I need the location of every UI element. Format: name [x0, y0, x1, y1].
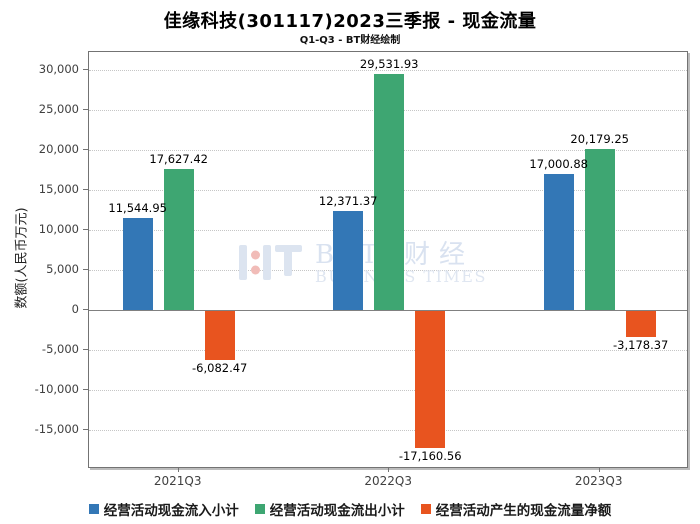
- gridline: [89, 350, 687, 352]
- y-tick-label: 20,000: [38, 142, 79, 157]
- legend-label-net: 经营活动产生的现金流量净额: [435, 503, 612, 519]
- legend-marker-inflow-icon: [88, 504, 99, 514]
- y-tick-mark: [83, 309, 88, 311]
- legend-marker-net-icon: [420, 504, 431, 514]
- y-tick-label: -5,000: [41, 342, 79, 357]
- bar-value-label-2021Q3-net: -6,082.47: [192, 360, 248, 375]
- y-tick-label: 5,000: [46, 262, 79, 277]
- bar-value-label-2023Q3-outflow: 20,179.25: [570, 131, 629, 146]
- y-tick-label: 25,000: [38, 102, 79, 117]
- y-tick-label: -15,000: [34, 422, 79, 437]
- y-tick-label: 15,000: [38, 182, 79, 197]
- plot-area: B T 财经 BUSINESS TIMES 11,544.9517,627.42…: [88, 51, 688, 468]
- legend-item-inflow: 经营活动现金流入小计: [88, 499, 239, 519]
- y-tick-mark: [83, 109, 88, 111]
- legend-marker-outflow-icon: [254, 504, 265, 514]
- bar-value-label-2023Q3-inflow: 17,000.88: [529, 157, 588, 172]
- bar-value-label-2021Q3-inflow: 11,544.95: [108, 200, 167, 215]
- y-tick-mark: [83, 69, 88, 71]
- bar-value-label-2021Q3-outflow: 17,627.42: [149, 152, 208, 167]
- legend-item-net: 经营活动产生的现金流量净额: [420, 499, 612, 519]
- y-tick-mark: [83, 229, 88, 231]
- chart-title: 佳缘科技(301117)2023三季报 - 现金流量: [163, 11, 537, 32]
- bar-2021Q3-inflow: [122, 217, 153, 311]
- bar-value-label-2022Q3-outflow: 29,531.93: [359, 57, 419, 72]
- y-tick-mark: [83, 189, 88, 191]
- x-tick-label-2021Q3: 2021Q3: [153, 474, 202, 488]
- y-tick-label: 30,000: [38, 62, 79, 77]
- y-tick-mark: [83, 149, 88, 151]
- gridline: [89, 70, 687, 72]
- y-tick-label: 0: [71, 302, 79, 317]
- bar-value-label-2022Q3-net: -17,160.56: [398, 449, 462, 464]
- x-tick-label-2022Q3: 2022Q3: [364, 474, 412, 488]
- y-tick-label: 10,000: [38, 222, 79, 237]
- legend-label-outflow: 经营活动现金流出小计: [269, 503, 405, 519]
- bar-value-label-2023Q3-net: -3,178.37: [613, 337, 669, 352]
- gridline: [89, 430, 687, 432]
- chart-subtitle: Q1-Q3 - BT财经绘制: [299, 35, 401, 46]
- bt-businesstimes-logo-icon: [239, 242, 303, 288]
- zero-axis-line: [89, 310, 687, 312]
- bar-2022Q3-outflow: [374, 74, 405, 311]
- legend-item-outflow: 经营活动现金流出小计: [254, 499, 405, 519]
- bar-2022Q3-net: [415, 311, 446, 449]
- bar-2021Q3-outflow: [163, 169, 194, 311]
- x-tick-label-2023Q3: 2023Q3: [574, 474, 623, 488]
- y-tick-mark: [83, 429, 88, 431]
- chart-legend: 经营活动现金流入小计 经营活动现金流出小计 经营活动产生的现金流量净额: [0, 499, 700, 519]
- x-tick-mark: [598, 468, 600, 472]
- x-tick-mark: [177, 468, 179, 472]
- y-tick-mark: [83, 349, 88, 351]
- bar-value-label-2022Q3-inflow: 12,371.37: [318, 194, 378, 209]
- x-tick-mark: [388, 468, 390, 472]
- bar-2021Q3-net: [204, 311, 235, 360]
- bar-2023Q3-inflow: [543, 174, 574, 311]
- legend-label-inflow: 经营活动现金流入小计: [103, 503, 239, 519]
- bar-2022Q3-inflow: [333, 211, 364, 311]
- y-tick-label: -10,000: [34, 382, 79, 397]
- y-tick-mark: [83, 389, 88, 391]
- gridline: [89, 390, 687, 392]
- bar-2023Q3-net: [625, 311, 656, 337]
- bar-2023Q3-outflow: [584, 148, 615, 311]
- y-tick-mark: [83, 269, 88, 271]
